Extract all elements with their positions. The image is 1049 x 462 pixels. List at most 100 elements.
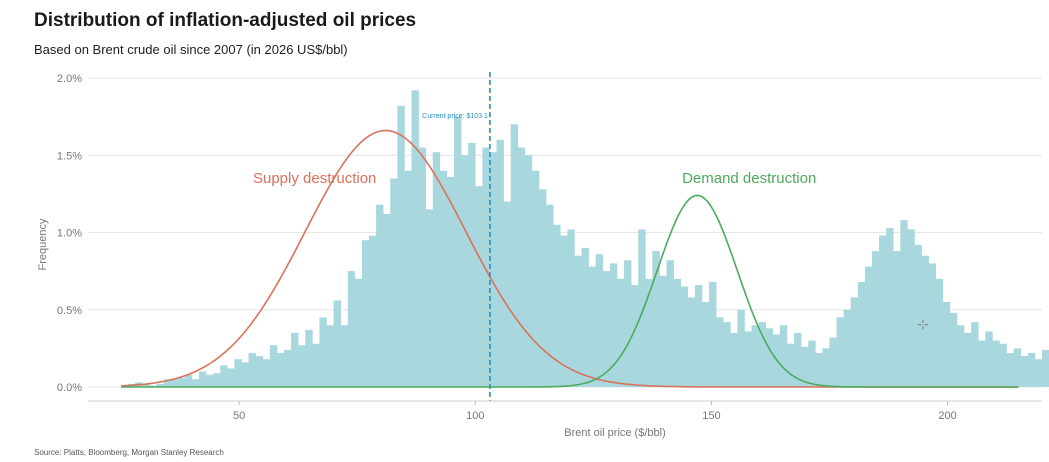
histogram-bar bbox=[489, 152, 497, 387]
histogram-bar bbox=[496, 139, 504, 387]
histogram-bar bbox=[340, 325, 349, 387]
histogram-bar bbox=[829, 337, 837, 387]
histogram-bar bbox=[206, 374, 214, 387]
histogram-bar bbox=[709, 281, 717, 387]
histogram-bar bbox=[815, 353, 823, 387]
histogram-bar bbox=[581, 247, 589, 387]
histogram-bar bbox=[659, 275, 667, 387]
histogram-bar bbox=[701, 302, 710, 387]
histogram-bar bbox=[1027, 353, 1036, 387]
crosshair-cursor-icon: ⊹ bbox=[917, 316, 929, 332]
histogram-bar bbox=[744, 331, 752, 387]
histogram-bar bbox=[326, 325, 334, 387]
current-price-label: Current price: $103.1 bbox=[422, 113, 488, 120]
histogram-bar bbox=[765, 328, 774, 387]
y-tick-label: 0.0% bbox=[57, 382, 82, 394]
histogram-bar bbox=[978, 340, 986, 387]
histogram-bar bbox=[198, 371, 207, 387]
histogram-bar bbox=[949, 312, 958, 387]
y-axis-title: Frequency bbox=[37, 218, 49, 270]
histogram-bar bbox=[361, 240, 370, 387]
x-tick-label: 50 bbox=[233, 410, 245, 422]
histogram-bar bbox=[567, 229, 575, 387]
histogram-bar bbox=[595, 254, 604, 387]
histogram-bar bbox=[404, 170, 412, 387]
histogram-bar bbox=[574, 255, 582, 387]
histogram-bar bbox=[418, 147, 426, 387]
histogram-bar bbox=[510, 124, 519, 387]
histogram-bar bbox=[992, 340, 1000, 387]
histogram-bar bbox=[666, 260, 674, 387]
histogram-bar bbox=[716, 317, 724, 387]
histogram-bar bbox=[893, 251, 901, 387]
histogram-bar bbox=[694, 285, 703, 387]
histogram-bar bbox=[475, 186, 483, 387]
histogram-bar bbox=[248, 353, 256, 387]
histogram-bar bbox=[723, 322, 731, 387]
histogram-bar bbox=[900, 220, 908, 387]
y-tick-label: 1.0% bbox=[57, 228, 82, 240]
histogram-bar bbox=[730, 332, 738, 387]
histogram-bar bbox=[1042, 349, 1049, 387]
histogram-bar bbox=[652, 251, 660, 387]
y-tick-label: 1.5% bbox=[57, 150, 82, 162]
histogram-bar bbox=[255, 356, 264, 387]
histogram-bar bbox=[914, 244, 922, 387]
histogram-bar bbox=[928, 263, 937, 387]
histogram-bar bbox=[142, 383, 150, 387]
histogram-bar bbox=[177, 377, 186, 387]
histogram-bar bbox=[616, 278, 625, 387]
histogram-bar bbox=[999, 343, 1007, 387]
histogram-bar bbox=[588, 266, 596, 387]
histogram-bar bbox=[1006, 353, 1014, 387]
histogram-bar bbox=[425, 209, 434, 387]
histogram-bar bbox=[935, 278, 944, 387]
histogram-bar bbox=[319, 317, 327, 387]
histogram-bar bbox=[156, 383, 164, 387]
histogram-bar bbox=[439, 170, 448, 387]
histogram-bar bbox=[737, 309, 745, 387]
histogram-bar bbox=[517, 147, 526, 387]
annotations: Supply destruction Demand destruction bbox=[253, 170, 816, 187]
histogram-bar bbox=[369, 235, 377, 387]
histogram-bar bbox=[163, 379, 171, 387]
histogram-bars bbox=[121, 90, 1049, 388]
histogram-bar bbox=[347, 271, 356, 387]
demand-annotation: Demand destruction bbox=[682, 170, 816, 187]
histogram-bar bbox=[454, 116, 462, 387]
x-tick-label: 150 bbox=[702, 410, 720, 422]
histogram-bar bbox=[680, 286, 689, 387]
histogram-bar bbox=[808, 340, 816, 387]
histogram-bar bbox=[446, 176, 455, 387]
histogram-bar bbox=[864, 266, 873, 387]
y-tick-label: 2.0% bbox=[57, 73, 82, 85]
histogram-bar bbox=[383, 213, 391, 387]
histogram-bar bbox=[907, 229, 915, 387]
histogram-bar bbox=[843, 309, 852, 387]
histogram-bar bbox=[354, 278, 363, 387]
histogram-bar bbox=[276, 353, 285, 387]
histogram-bar bbox=[850, 297, 859, 387]
histogram-bar bbox=[531, 170, 540, 387]
histogram-bar bbox=[241, 362, 249, 387]
histogram-bar bbox=[220, 365, 228, 387]
histogram-bar bbox=[291, 332, 299, 387]
histogram-bar bbox=[234, 359, 242, 387]
histogram-bar bbox=[432, 152, 441, 387]
histogram-bar bbox=[397, 105, 405, 387]
histogram-bar bbox=[298, 345, 306, 387]
histogram-bar bbox=[376, 204, 384, 387]
histogram-bar bbox=[886, 227, 894, 387]
histogram-bar bbox=[560, 235, 568, 387]
histogram-bar bbox=[602, 271, 611, 387]
histogram-bar bbox=[553, 224, 561, 387]
histogram-bar bbox=[482, 147, 490, 387]
histogram-bar bbox=[673, 278, 682, 387]
histogram-bar bbox=[170, 379, 179, 387]
histogram-bar bbox=[638, 229, 646, 387]
histogram-bar bbox=[921, 255, 929, 387]
histogram-bar bbox=[871, 251, 880, 387]
histogram-bar bbox=[191, 379, 200, 387]
histogram-bar bbox=[227, 368, 235, 387]
histogram-bar bbox=[184, 374, 193, 387]
